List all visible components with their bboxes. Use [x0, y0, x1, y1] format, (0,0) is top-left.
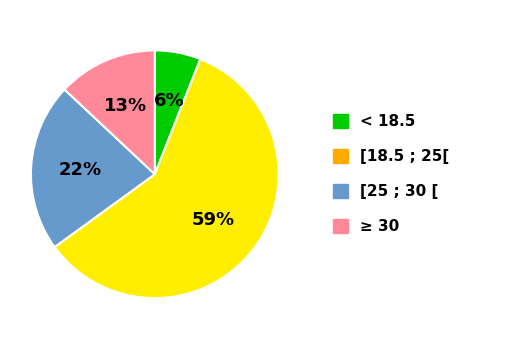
Text: 6%: 6% — [153, 92, 184, 110]
Legend: < 18.5, [18.5 ; 25[, [25 ; 30 [, ≥ 30: < 18.5, [18.5 ; 25[, [25 ; 30 [, ≥ 30 — [333, 114, 449, 234]
Text: 59%: 59% — [192, 211, 235, 229]
Wedge shape — [64, 50, 155, 174]
Wedge shape — [31, 89, 155, 247]
Text: 22%: 22% — [59, 160, 102, 179]
Text: 13%: 13% — [104, 97, 147, 115]
Wedge shape — [155, 50, 200, 174]
Wedge shape — [55, 59, 279, 298]
